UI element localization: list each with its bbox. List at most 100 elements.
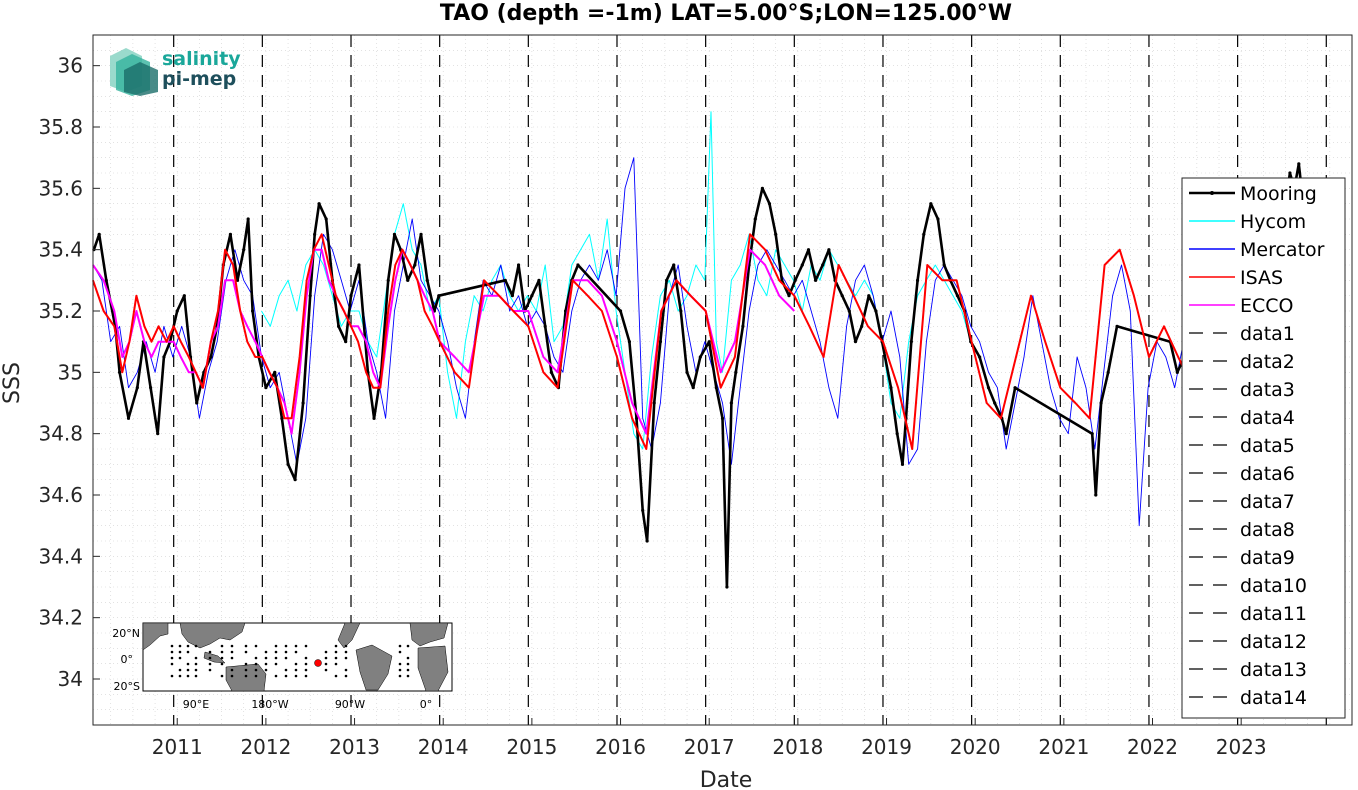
inset-lon-label: 90°W [335, 698, 365, 711]
inset-buoy-dot [186, 662, 190, 666]
y-tick-label: 34.6 [38, 483, 83, 507]
inset-buoy-dot [208, 662, 212, 666]
y-tick-label: 34 [58, 667, 83, 691]
inset-buoy-dot [274, 650, 278, 654]
mooring-point [235, 278, 240, 282]
x-tick-label: 2020 [950, 735, 1001, 759]
inset-buoy-dot [284, 674, 288, 678]
x-tick-label: 2022 [1127, 735, 1178, 759]
inset-lon-label: 90°E [183, 698, 209, 711]
logo-line1: salinity [162, 48, 241, 70]
mooring-point [97, 232, 101, 236]
mooring-point [729, 401, 733, 405]
mooring-point [301, 401, 305, 405]
inset-buoy-dot [194, 644, 198, 648]
legend-label: Mooring [1240, 183, 1317, 205]
chart-title: TAO (depth =-1m) LAT=5.00°S;LON=125.00°W [440, 1, 1012, 26]
inset-lon-label: 180°W [251, 698, 288, 711]
inset-buoy-dot [220, 656, 224, 660]
salinity-pi-mep-logo: salinity pi-mep [110, 48, 241, 96]
inset-buoy-dot [406, 662, 410, 666]
mooring-point [993, 401, 997, 405]
mooring-point [895, 432, 899, 436]
inset-buoy-dot [324, 650, 328, 654]
mooring-point [162, 355, 166, 359]
inset-buoy-dot [230, 674, 234, 678]
mooring-point [149, 386, 153, 390]
mooring-point [336, 324, 341, 328]
mooring-point [860, 324, 864, 328]
mooring-point [840, 294, 844, 298]
mooring-point [685, 370, 689, 374]
mooring-point [1004, 432, 1008, 436]
mooring-point [986, 386, 991, 390]
mooring-point [725, 585, 729, 589]
mooring-point [767, 202, 772, 206]
inset-buoy-dot [398, 644, 402, 648]
legend-label: data12 [1240, 631, 1307, 653]
mooring-point [1094, 493, 1098, 497]
series-line-hycom [261, 111, 972, 450]
inset-buoy-dot [178, 674, 182, 678]
inset-buoy-dot [344, 674, 348, 678]
mooring-point [516, 263, 521, 267]
mooring-point [658, 340, 663, 344]
mooring-point [386, 278, 390, 282]
inset-lat-label: 20°N [112, 627, 140, 640]
mooring-point [698, 355, 702, 359]
inset-buoy-dot [398, 650, 402, 654]
inset-buoy-dot [398, 668, 402, 672]
mooring-point [915, 278, 920, 282]
mooring-point [827, 248, 831, 252]
mooring-point [929, 202, 933, 206]
inset-buoy-dot [220, 662, 224, 666]
mooring-point [372, 416, 376, 420]
inset-buoy-dot [274, 662, 278, 666]
inset-buoy-dot [208, 656, 212, 660]
x-tick-label: 2019 [861, 735, 912, 759]
mooring-point [419, 232, 423, 236]
inset-buoy-dot [178, 644, 182, 648]
x-tick-label: 2021 [1038, 735, 1089, 759]
mooring-point [978, 355, 982, 359]
mooring-point [672, 263, 676, 267]
legend-label: data13 [1240, 659, 1307, 681]
x-tick-label: 2018 [772, 735, 823, 759]
inset-buoy-dot [304, 674, 308, 678]
mooring-point [714, 386, 718, 390]
legend-swatch-dot [1210, 191, 1214, 195]
inset-lat-label: 0° [121, 653, 134, 666]
inset-buoy-dot [170, 674, 174, 678]
legend-label: data10 [1240, 575, 1307, 597]
inset-buoy-dot [254, 662, 258, 666]
inset-buoy-dot [264, 656, 268, 660]
mooring-point [821, 263, 825, 267]
logo-line2: pi-mep [162, 68, 236, 90]
inset-buoy-dot [334, 674, 338, 678]
legend-label: data9 [1240, 547, 1295, 569]
x-tick-label: 2017 [684, 735, 735, 759]
inset-buoy-dot [178, 668, 182, 672]
legend-label: data4 [1240, 407, 1295, 429]
mooring-point [437, 294, 441, 298]
inset-buoy-dot [230, 656, 234, 660]
mooring-point [760, 186, 764, 190]
mooring-point [1297, 162, 1301, 166]
y-tick-label: 36 [58, 54, 83, 78]
inset-buoy-dot [294, 662, 298, 666]
mooring-point [922, 232, 926, 236]
y-tick-label: 35.8 [38, 115, 83, 139]
inset-buoy-dot [304, 644, 308, 648]
mooring-point [543, 324, 547, 328]
mooring-point [942, 263, 946, 267]
inset-buoy-dot [230, 668, 234, 672]
inset-buoy-dot [186, 668, 190, 672]
legend-label: data14 [1240, 687, 1307, 709]
inset-buoy-dot [406, 668, 410, 672]
mooring-point [530, 294, 534, 298]
inset-buoy-dot [264, 650, 268, 654]
mooring-point [357, 263, 361, 267]
inset-buoy-dot [178, 650, 182, 654]
series-line-ecco [92, 248, 796, 435]
inset-buoy-dot [220, 644, 224, 648]
